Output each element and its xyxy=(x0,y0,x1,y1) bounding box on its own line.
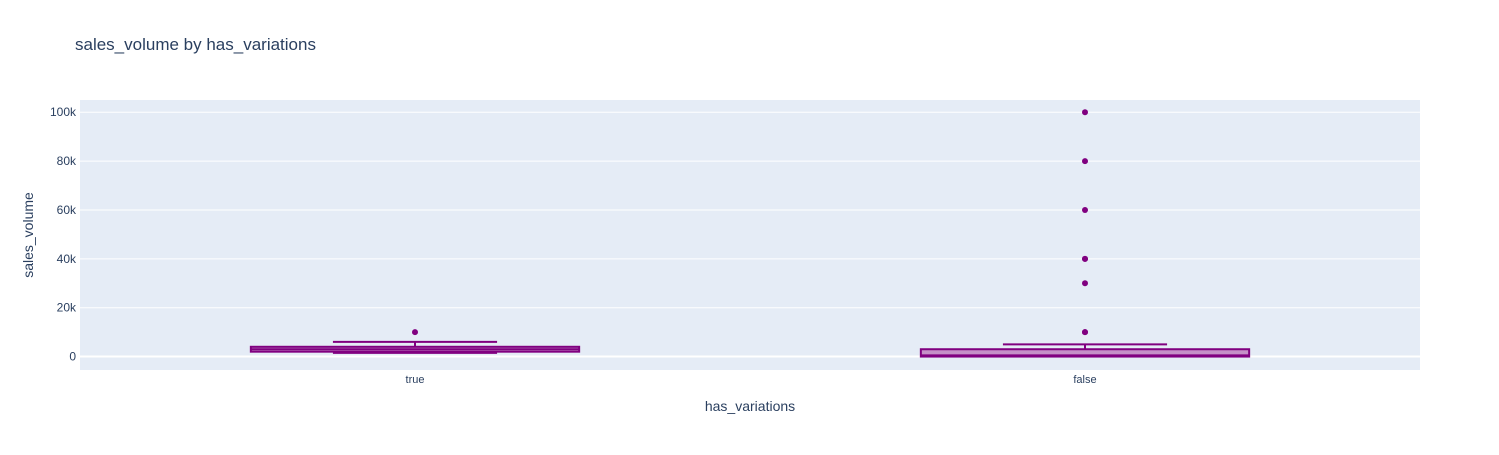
box-series xyxy=(249,109,1251,358)
x-tick-label: false xyxy=(1073,374,1096,386)
y-tick-label: 60k xyxy=(57,203,77,217)
x-axis-title: has_variations xyxy=(705,398,795,414)
outlier-point xyxy=(1082,158,1088,165)
y-tick-label: 100k xyxy=(50,105,77,119)
outlier-point xyxy=(1082,280,1088,287)
outlier-point xyxy=(1082,255,1088,262)
outlier-point xyxy=(1082,329,1088,336)
outlier-point xyxy=(412,329,418,336)
y-tick-label: 0 xyxy=(69,350,76,364)
y-tick-label: 40k xyxy=(57,252,77,266)
box-iqr xyxy=(919,348,1251,358)
x-tick-labels: true false xyxy=(406,374,1097,386)
chart-title: sales_volume by has_variations xyxy=(75,35,316,54)
y-tick-label: 20k xyxy=(57,301,77,315)
y-tick-labels: 0 20k 40k 60k 80k 100k xyxy=(50,105,77,363)
box-false xyxy=(919,109,1251,358)
y-tick-label: 80k xyxy=(57,154,77,168)
box-true xyxy=(249,329,581,354)
outlier-point xyxy=(1082,109,1088,116)
plot-area-background xyxy=(80,100,1420,370)
x-tick-label: true xyxy=(406,374,425,386)
outlier-point xyxy=(1082,206,1088,213)
y-axis-title: sales_volume xyxy=(20,192,36,278)
